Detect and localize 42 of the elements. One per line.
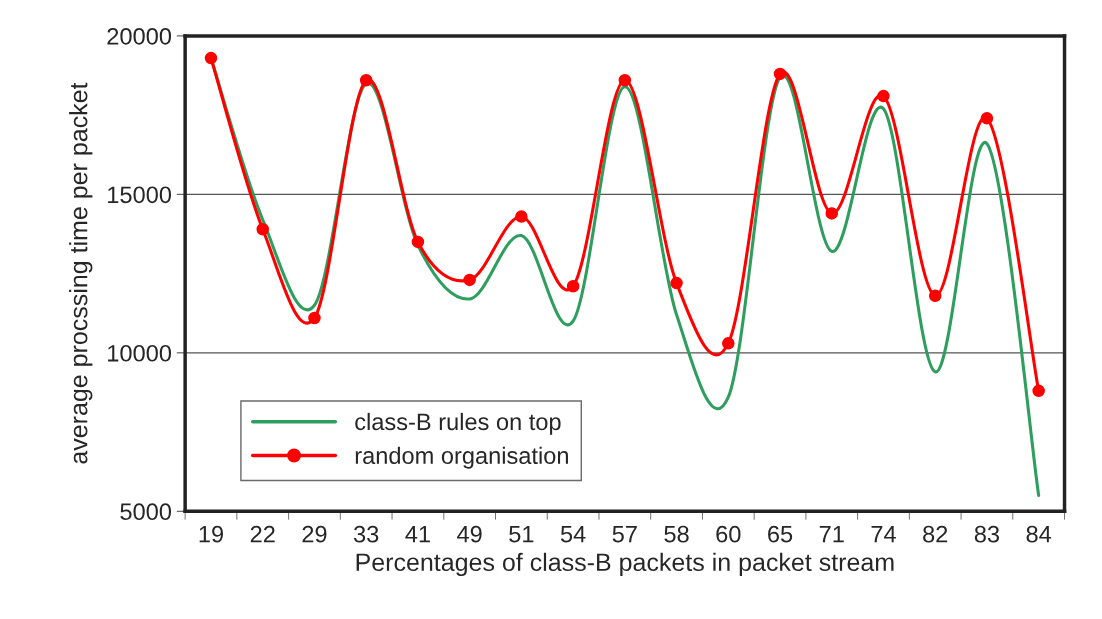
x-tick-label: 82 (923, 525, 948, 543)
point (308, 311, 321, 325)
legend-label: random organisation (355, 446, 568, 469)
legend-label: class-B rules on top (355, 412, 561, 435)
x-tick-label: 71 (819, 526, 844, 543)
x-axis-title: Percentages of class-B packets in packet stream (356, 552, 894, 577)
point (928, 289, 942, 303)
point (359, 74, 373, 87)
x-tick-label: 74 (871, 526, 896, 543)
x-tick-label: 60 (716, 525, 741, 543)
point (825, 207, 839, 220)
x-tick-label: 58 (664, 525, 689, 543)
point (980, 112, 994, 125)
x-tick-label: 49 (457, 525, 482, 543)
x-tick-label: 57 (612, 526, 637, 543)
point (411, 235, 425, 249)
point (204, 51, 218, 65)
x-tick-label: 19 (199, 525, 224, 543)
x-tick-label: 22 (250, 525, 275, 543)
x-tick-label: 65 (768, 525, 793, 543)
x-tick-label: 83 (974, 525, 1000, 543)
point (877, 89, 890, 103)
point (566, 280, 580, 293)
point (618, 74, 632, 87)
point (1032, 384, 1045, 398)
y-tick-label: 15000 (108, 186, 172, 204)
y-tick-label: 20000 (107, 27, 172, 45)
x-tick-label: 41 (405, 526, 430, 543)
point (463, 273, 476, 287)
x-tick-label: 51 (509, 526, 534, 543)
x-tick-label: 33 (353, 525, 379, 543)
point (515, 210, 528, 223)
point (256, 222, 269, 236)
point (773, 67, 787, 81)
point (670, 276, 683, 290)
y-tick-label: 5000 (120, 503, 172, 521)
x-tick-label: 54 (560, 526, 586, 543)
y-axis-title: average procssing time per packet (69, 82, 93, 464)
y-tick-label: 10000 (108, 344, 172, 362)
x-tick-label: 29 (302, 525, 327, 543)
x-tick-label: 84 (1026, 525, 1052, 543)
point (722, 337, 735, 350)
